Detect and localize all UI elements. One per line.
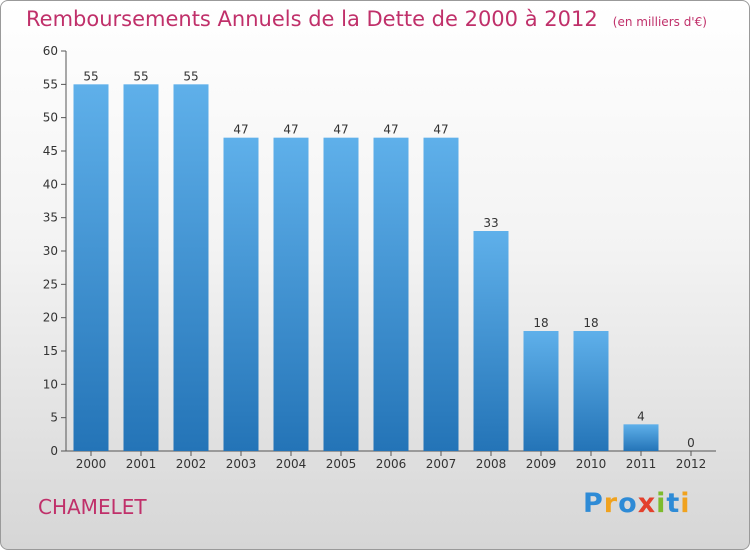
x-tick-label: 2006 (376, 457, 407, 471)
x-tick-label: 2000 (76, 457, 107, 471)
y-tick-label: 5 (50, 411, 58, 425)
bar-value-label: 47 (283, 123, 298, 137)
y-tick-label: 0 (50, 444, 58, 458)
bar-value-label: 47 (383, 123, 398, 137)
bar-value-label: 55 (83, 69, 98, 83)
y-tick-label: 40 (43, 177, 58, 191)
bar-value-label: 55 (183, 69, 198, 83)
y-tick-label: 25 (43, 277, 58, 291)
bar-value-label: 4 (637, 409, 645, 423)
bar (223, 137, 259, 451)
x-tick-label: 2005 (326, 457, 357, 471)
x-tick-label: 2003 (226, 457, 257, 471)
bar (623, 424, 659, 451)
x-tick-label: 2004 (276, 457, 307, 471)
x-tick-label: 2008 (476, 457, 507, 471)
logo-letter: i (656, 488, 667, 519)
chart-title: Remboursements Annuels de la Dette de 20… (26, 7, 598, 31)
x-tick-label: 2012 (676, 457, 707, 471)
logo-letter: P (583, 488, 604, 519)
x-tick-label: 2001 (126, 457, 157, 471)
bar (473, 231, 509, 451)
x-tick-label: 2011 (626, 457, 657, 471)
logo-letter: i (680, 488, 691, 519)
y-tick-label: 35 (43, 211, 58, 225)
bar-value-label: 18 (533, 316, 548, 330)
bar (173, 84, 209, 451)
y-tick-label: 30 (43, 244, 58, 258)
bar (373, 137, 409, 451)
bar (73, 84, 109, 451)
logo-letter: r (603, 488, 619, 519)
bar-value-label: 18 (583, 316, 598, 330)
bar (323, 137, 359, 451)
bar (423, 137, 459, 451)
y-tick-label: 45 (43, 144, 58, 158)
y-tick-label: 60 (43, 44, 58, 58)
logo-letter: t (666, 488, 681, 519)
bar-value-label: 47 (433, 123, 448, 137)
x-tick-label: 2009 (526, 457, 557, 471)
x-tick-label: 2010 (576, 457, 607, 471)
logo-letter: x (637, 488, 657, 519)
bar (573, 331, 609, 451)
bar-value-label: 33 (483, 216, 498, 230)
y-tick-label: 50 (43, 111, 58, 125)
x-tick-label: 2002 (176, 457, 207, 471)
bar (273, 137, 309, 451)
bar-value-label: 0 (687, 436, 695, 450)
logo-letter: o (618, 488, 638, 519)
bar-value-label: 47 (233, 123, 248, 137)
bar-value-label: 47 (333, 123, 348, 137)
chart-subtitle: (en milliers d'€) (612, 15, 707, 29)
y-tick-label: 15 (43, 344, 58, 358)
bar (123, 84, 159, 451)
bar-value-label: 55 (133, 69, 148, 83)
commune-name: CHAMELET (38, 495, 147, 519)
chart-title-row: Remboursements Annuels de la Dette de 20… (26, 7, 707, 31)
y-tick-label: 20 (43, 311, 58, 325)
y-tick-label: 10 (43, 377, 58, 391)
y-tick-label: 55 (43, 77, 58, 91)
bar (523, 331, 559, 451)
proxiti-logo[interactable]: Proxiti (583, 488, 691, 519)
x-tick-label: 2007 (426, 457, 457, 471)
